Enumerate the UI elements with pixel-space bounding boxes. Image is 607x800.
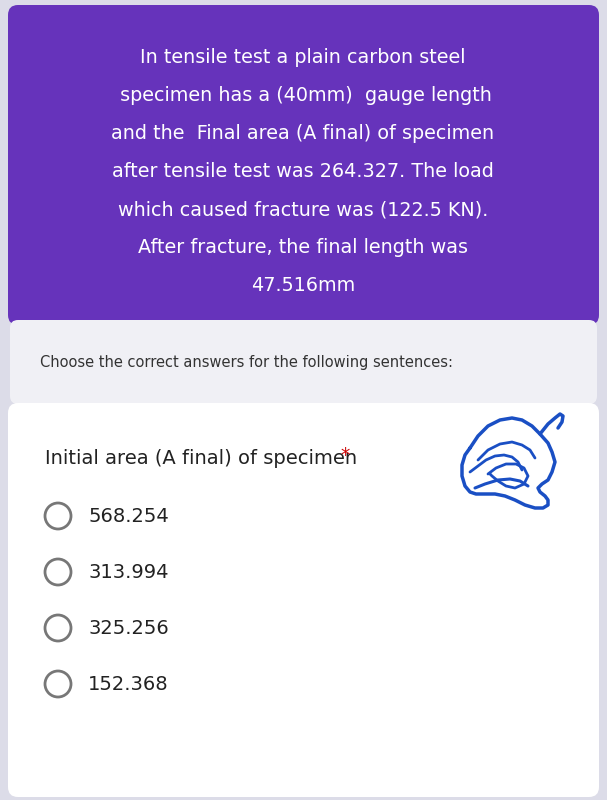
Text: *: * [340,446,349,465]
FancyBboxPatch shape [10,320,597,404]
Text: which caused fracture was (122.5 KN).: which caused fracture was (122.5 KN). [118,200,488,219]
Text: Initial area (A final) of specimen: Initial area (A final) of specimen [45,449,364,467]
Text: 152.368: 152.368 [88,674,169,694]
Text: 568.254: 568.254 [88,506,169,526]
Text: After fracture, the final length was: After fracture, the final length was [138,238,468,257]
FancyBboxPatch shape [8,403,599,797]
Text: after tensile test was 264.327. The load: after tensile test was 264.327. The load [112,162,494,181]
Text: Choose the correct answers for the following sentences:: Choose the correct answers for the follo… [40,354,453,370]
Text: 313.994: 313.994 [88,562,169,582]
Text: 325.256: 325.256 [88,618,169,638]
Text: In tensile test a plain carbon steel: In tensile test a plain carbon steel [140,48,466,67]
Text: specimen has a (40mm)  gauge length: specimen has a (40mm) gauge length [114,86,492,105]
FancyBboxPatch shape [8,5,599,325]
Text: and the  Final area (A final) of specimen: and the Final area (A final) of specimen [112,124,495,143]
Text: 47.516mm: 47.516mm [251,276,355,295]
